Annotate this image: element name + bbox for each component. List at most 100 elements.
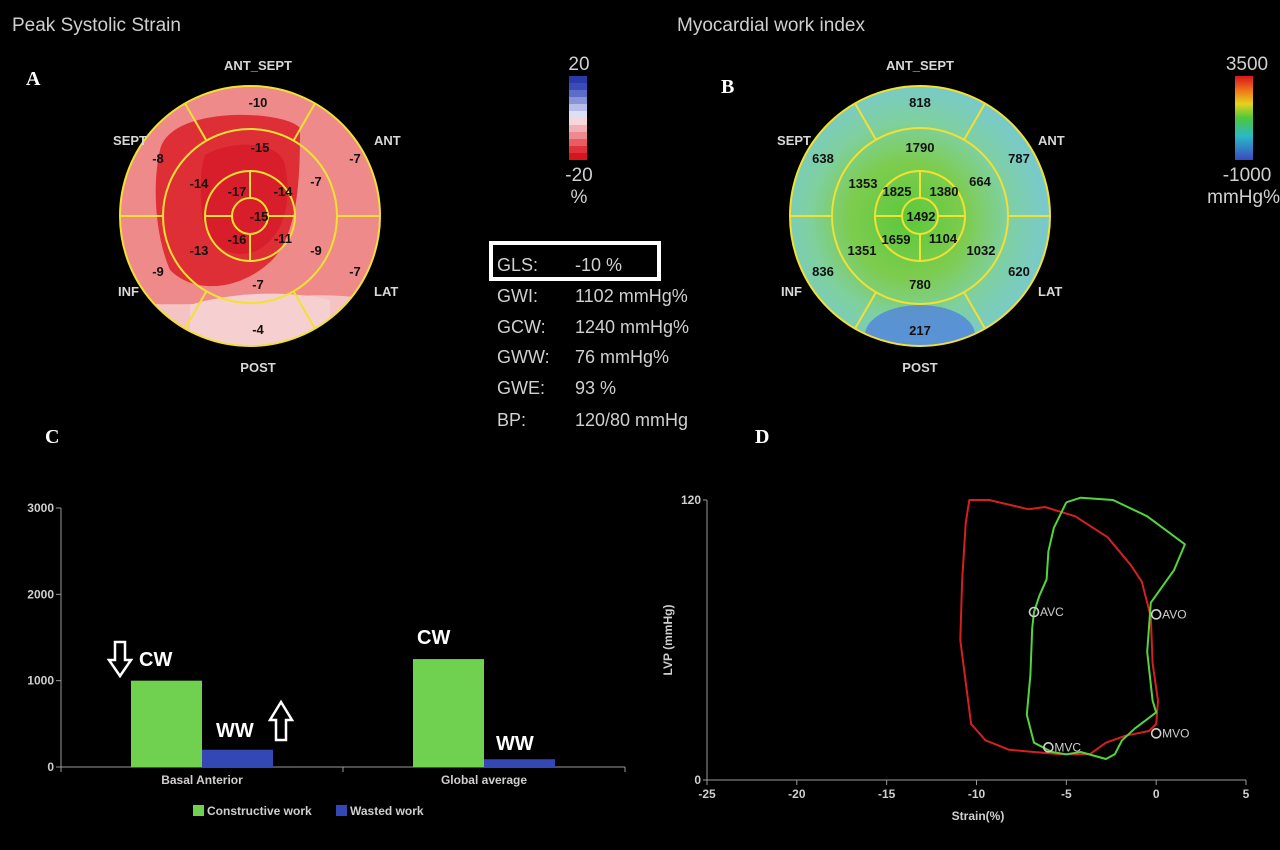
loop-marker-mvo [1150, 728, 1162, 739]
strain-mid-ant-value: -7 [310, 174, 322, 189]
work-label-ant: ANT [1038, 133, 1065, 148]
loop-x-tick-label: -15 [878, 787, 896, 801]
cw-label-global: CW [417, 627, 450, 649]
strain-scale-unit: % [571, 187, 588, 208]
stat-gcw-value: 1240 mmHg% [575, 317, 690, 337]
loop-x-tick-label: -5 [1061, 787, 1072, 801]
pressure-strain-loop-chart: -25 -20 -15 -10 -5 0 5 0 120 AVC AVO MVO MVC Strain… [661, 493, 1250, 823]
strain-basal-lat-value: -7 [349, 264, 361, 279]
loop-y-tick-label: 120 [681, 493, 701, 507]
work-label-sept: SEPT [777, 133, 811, 148]
strain-apical-ant-value: -17 [228, 184, 247, 199]
loop-marker-avc [1028, 606, 1040, 618]
loop-marker-label: MVC [1054, 740, 1081, 754]
strain-basal-inf-value: -9 [152, 264, 164, 279]
loop-y-axis-label: LVP (mmHg) [661, 605, 675, 676]
bar-y-tick-label: 0 [47, 760, 54, 774]
legend-label-wasted: Wasted work [350, 804, 424, 818]
work-basal-post-value: 217 [909, 323, 931, 338]
panel-letter-c: C [45, 426, 60, 448]
ww-label-global: WW [496, 733, 534, 755]
cw-label-basal: CW [139, 649, 172, 671]
work-basal-sept-value: 638 [812, 151, 834, 166]
up-arrow-icon [267, 699, 295, 742]
loop-line-red [959, 499, 1159, 756]
gls-highlight-box [489, 241, 661, 281]
strain-apical-post-value: -11 [274, 231, 292, 246]
work-scale-unit: mmHg% [1207, 187, 1280, 208]
stat-gcw-key: GCW: [497, 317, 546, 337]
strain-title: Peak Systolic Strain [12, 15, 181, 36]
legend-swatch-constructive [193, 805, 204, 816]
bar-category-label: Basal Anterior [161, 773, 243, 787]
stat-gls-value: -10 % [575, 255, 623, 275]
stat-gwi: GWI: 1102 mmHg% [497, 286, 688, 307]
strain-color-scale: 20 -20 % [565, 54, 592, 208]
bar-chart-labels: Basal Anterior Global average [161, 773, 527, 787]
work-label-lat: LAT [1038, 284, 1062, 299]
work-scale-min: -1000 [1223, 165, 1272, 186]
work-mid-lat-value: 1032 [967, 243, 996, 258]
work-label-ant-sept: ANT_SEPT [886, 58, 954, 73]
work-index-title: Myocardial work index [677, 15, 865, 36]
strain-label-post: POST [240, 360, 275, 375]
panel-letter-a: A [26, 68, 41, 90]
strain-apical-sept-value: -16 [228, 232, 247, 247]
loop-x-tick-label: -20 [788, 787, 806, 801]
strain-map-fill [120, 86, 380, 346]
strain-basal-post-value: -4 [252, 322, 264, 337]
work-label-post: POST [902, 360, 937, 375]
work-color-scale: 3500 -1000 mmHg% [1207, 54, 1280, 208]
work-apical-post-value: 1104 [929, 231, 958, 246]
stat-gwe-value: 93 % [575, 378, 617, 398]
loop-chart-axes: -25 -20 -15 -10 -5 0 5 0 120 [681, 493, 1250, 801]
strain-label-lat: LAT [374, 284, 398, 299]
work-index-bullseye-chart: 818 787 620 217 836 638 1790 664 1032 78… [777, 58, 1065, 375]
stat-gcw: GCW: 1240 mmHg% [497, 317, 689, 338]
work-scale-max: 3500 [1226, 54, 1268, 75]
stat-gwi-key: GWI: [497, 286, 538, 306]
loop-chart-lines [959, 496, 1186, 760]
strain-scale-max: 20 [568, 54, 589, 75]
wasted-work-bar [484, 759, 555, 767]
stat-bp-value: 120/80 mmHg [575, 410, 689, 430]
work-basal-inf-value: 836 [812, 264, 834, 279]
strain-apex-value: -15 [250, 209, 269, 224]
strain-bullseye-chart: -10 -7 -7 -4 -9 -8 -15 -7 -9 -7 -13 -14 … [113, 58, 401, 375]
stat-gls-key: GLS: [497, 255, 539, 275]
work-mid-post-value: 780 [909, 277, 931, 292]
panel-letter-b: B [721, 76, 735, 98]
stat-gww-value: 76 mmHg% [575, 347, 670, 367]
work-mid-sept-value: 1353 [849, 176, 878, 191]
bar-legend: Constructive work Wasted work [193, 804, 424, 818]
strain-apical-lat-value: -14 [274, 184, 294, 199]
wasted-work-bar [202, 749, 273, 767]
stat-gww-key: GWW: [497, 347, 550, 367]
bar-annotations: CW WW CW WW [106, 627, 534, 755]
bar-category-label: Global average [441, 773, 527, 787]
strain-mid-ant-sept-value: -15 [251, 140, 270, 155]
strain-mid-post-value: -7 [252, 277, 264, 292]
strain-scale-min: -20 [565, 165, 592, 186]
strain-basal-sept-value: -8 [152, 151, 164, 166]
constructive-work-bar [131, 680, 202, 767]
loop-marker-label: AVC [1040, 605, 1064, 619]
loop-x-tick-label: 0 [1153, 787, 1160, 801]
work-label-inf: INF [781, 284, 802, 299]
stat-gwi-value: 1102 mmHg% [575, 286, 688, 306]
stat-gwe: GWE: 93 % [497, 378, 616, 399]
bar-y-tick-label: 3000 [27, 501, 54, 515]
work-mid-ant-value: 664 [969, 174, 991, 189]
loop-marker-label: MVO [1162, 726, 1189, 740]
legend-label-constructive: Constructive work [207, 804, 312, 818]
bar-chart-bars [131, 659, 555, 767]
strain-label-sept: SEPT [113, 133, 147, 148]
work-bar-chart: 0 1000 2000 3000 Basal Anterior Global avera… [27, 501, 626, 818]
strain-bullseye-grid [119, 85, 381, 347]
strain-basal-ant-sept-value: -10 [249, 95, 268, 110]
stat-bp: BP: 120/80 mmHg [497, 410, 688, 431]
loop-marker-label: AVO [1162, 607, 1186, 621]
loop-x-tick-label: -10 [968, 787, 986, 801]
work-basal-ant-value: 787 [1008, 151, 1030, 166]
constructive-work-bar [413, 659, 484, 767]
